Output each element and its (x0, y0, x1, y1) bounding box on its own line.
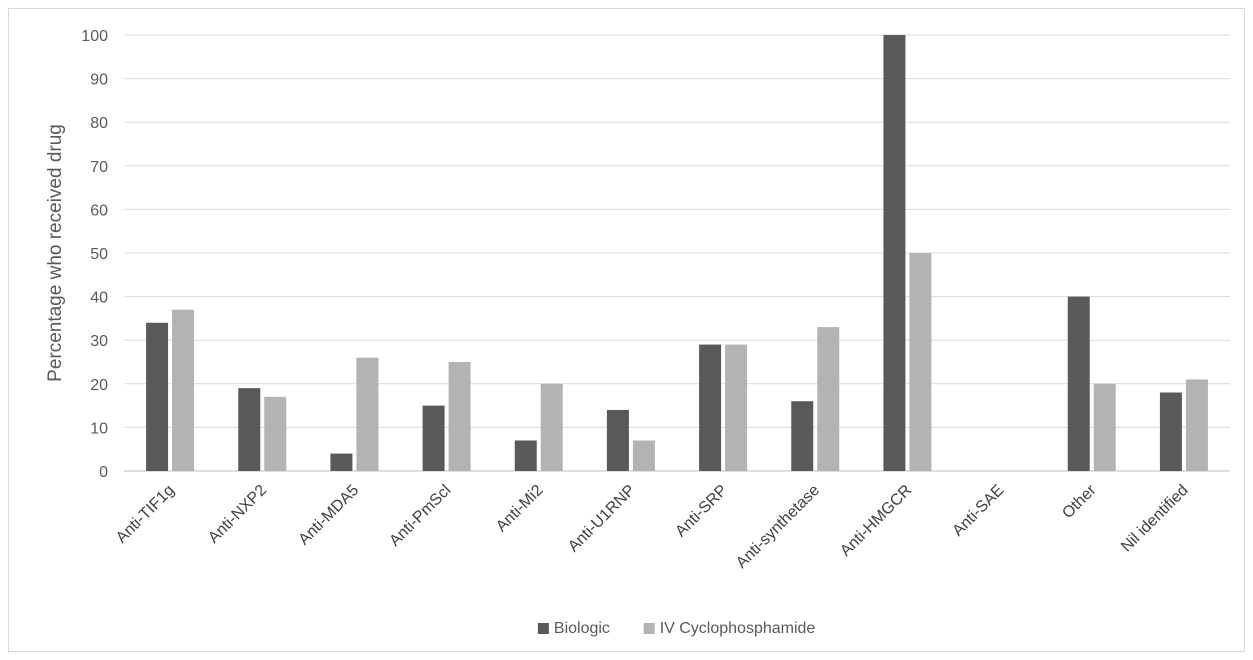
x-category-label: Anti-SAE (949, 482, 1007, 540)
bar-biologic (146, 322, 169, 471)
x-category-label: Anti-synthetase (733, 482, 823, 572)
bar-biologic (422, 405, 445, 471)
bar-iv-cyclophosphamide (817, 327, 840, 471)
y-tick-label: 40 (90, 290, 108, 307)
bar-biologic (238, 388, 261, 471)
y-tick-label: 60 (90, 202, 108, 219)
x-category-label: Other (1059, 481, 1100, 522)
bar-iv-cyclophosphamide (1185, 379, 1208, 471)
bar-biologic (883, 35, 906, 471)
legend-label: IV Cyclophosphamide (660, 620, 816, 637)
x-category-label: Anti-MDA5 (296, 482, 363, 549)
chart-frame (8, 8, 1245, 652)
bar-biologic (1159, 392, 1182, 471)
bar-biologic (514, 440, 537, 471)
y-tick-label: 50 (90, 246, 108, 263)
x-category-label: Anti-HMGCR (837, 482, 915, 560)
legend-label: Biologic (554, 620, 610, 637)
y-tick-label: 10 (90, 420, 108, 437)
bar-iv-cyclophosphamide (1093, 383, 1116, 471)
bar-iv-cyclophosphamide (540, 383, 563, 471)
y-tick-label: 80 (90, 115, 108, 132)
x-category-label: Nil identified (1118, 482, 1192, 556)
y-tick-label: 70 (90, 159, 108, 176)
y-tick-label: 20 (90, 377, 108, 394)
legend-swatch (537, 623, 549, 634)
y-tick-label: 30 (90, 333, 108, 350)
y-tick-label: 100 (81, 28, 108, 45)
y-tick-label: 90 (90, 72, 108, 89)
bar-biologic (606, 409, 629, 471)
bar-iv-cyclophosphamide (264, 396, 287, 471)
y-tick-label: 0 (99, 464, 108, 481)
bar-iv-cyclophosphamide (356, 357, 379, 471)
x-category-label: Anti-PmScl (386, 482, 454, 550)
bar-biologic (791, 401, 814, 471)
bar-iv-cyclophosphamide (632, 440, 655, 471)
bar-biologic (330, 453, 353, 471)
legend-swatch (643, 623, 655, 634)
x-category-label: Anti-SRP (672, 482, 731, 541)
x-category-label: Anti-U1RNP (565, 482, 639, 556)
x-category-label: Anti-TIF1g (113, 482, 178, 547)
bar-biologic (699, 344, 722, 471)
y-axis-title: Percentage who received drug (45, 124, 66, 382)
x-category-label: Anti-Mi2 (493, 482, 547, 536)
x-category-label: Anti-NXP2 (205, 482, 270, 547)
bar-iv-cyclophosphamide (909, 253, 932, 471)
bar-iv-cyclophosphamide (448, 362, 471, 471)
bar-iv-cyclophosphamide (172, 309, 195, 471)
bar-iv-cyclophosphamide (725, 344, 748, 471)
bar-biologic (1067, 296, 1090, 471)
